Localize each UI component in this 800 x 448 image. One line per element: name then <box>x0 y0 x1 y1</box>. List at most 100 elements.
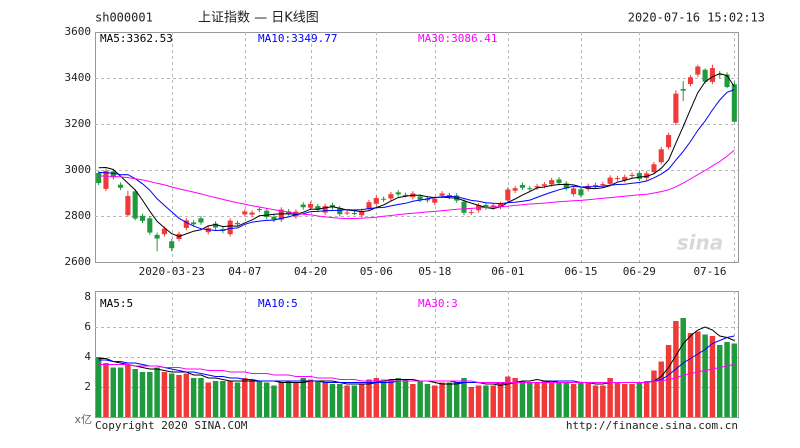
volume-bar <box>636 382 643 417</box>
volume-bar <box>256 381 263 417</box>
legend-label: MA30:3086.41 <box>418 32 497 45</box>
candle-body <box>658 149 664 163</box>
candle-body <box>468 211 474 213</box>
volume-bar <box>475 385 482 417</box>
candle-body <box>103 170 109 189</box>
volume-bar <box>176 375 182 417</box>
volume-bar <box>483 385 489 417</box>
watermark: sina <box>677 231 724 255</box>
candle-body <box>388 194 394 199</box>
candle-body <box>636 172 642 179</box>
x-tick-label: 05-18 <box>418 265 451 278</box>
y-tick-label: 3200 <box>65 117 92 130</box>
volume-bar <box>687 333 694 417</box>
candle-body <box>497 204 504 207</box>
volume-bar <box>307 379 314 417</box>
volume-bar <box>453 382 460 417</box>
candle-body <box>439 193 445 196</box>
volume-bar <box>351 385 358 417</box>
volume-bar <box>607 378 613 417</box>
volume-bar <box>446 382 453 417</box>
candle-body <box>125 195 131 216</box>
volume-bar <box>110 367 117 417</box>
candle-body <box>366 202 372 209</box>
symbol: sh000001 <box>95 11 153 25</box>
volume-bar <box>490 385 496 417</box>
volume-bar <box>293 382 299 417</box>
candle-body <box>147 218 153 233</box>
volume-bar <box>724 342 730 417</box>
volume-bar <box>300 378 306 417</box>
volume-bar <box>629 384 635 417</box>
candle-body <box>490 205 496 208</box>
y-tick-label: 2800 <box>65 209 92 222</box>
candle-body <box>607 177 613 184</box>
candle-body <box>227 220 233 235</box>
ma-line <box>98 335 735 385</box>
x-tick-label: 06-01 <box>491 265 524 278</box>
legend-label: MA10:5 <box>258 297 298 310</box>
volume-bar <box>380 379 387 417</box>
volume-bar <box>132 369 138 417</box>
candle-body <box>571 188 577 195</box>
candle-body <box>651 164 657 173</box>
volume-bar <box>716 345 723 417</box>
candle-body <box>329 204 336 208</box>
candle-body <box>249 212 255 215</box>
candle-body <box>585 185 591 190</box>
candle-body <box>315 206 321 210</box>
volume-bar <box>658 361 665 417</box>
legend-label: MA10:3349.77 <box>258 32 337 45</box>
volume-bar <box>592 385 599 417</box>
volume-bar <box>337 384 343 417</box>
volume-bar <box>117 367 124 417</box>
volume-bar <box>651 370 657 417</box>
volume-bar <box>548 381 555 417</box>
candle-body <box>110 171 116 178</box>
candle-body <box>461 201 467 213</box>
volume-bar <box>461 378 467 417</box>
candle-body <box>271 216 277 220</box>
volume-bar <box>227 381 233 417</box>
candle-body <box>395 192 401 195</box>
y-tick-label: 6 <box>84 320 91 333</box>
candle-body <box>592 184 599 187</box>
candle-body <box>373 198 379 204</box>
volume-bar <box>643 381 650 417</box>
candle-body <box>169 241 175 249</box>
volume-bar <box>168 373 175 417</box>
volume-bar <box>315 381 321 417</box>
volume-bar <box>329 384 336 417</box>
volume-bar <box>505 376 511 417</box>
volume-bar <box>395 378 401 417</box>
volume-bar <box>220 381 226 417</box>
volume-bar <box>497 384 504 417</box>
candle-body <box>534 186 540 188</box>
candle-body <box>307 204 314 208</box>
volume-bar <box>424 384 431 417</box>
candle-body <box>432 198 438 203</box>
volume-bar <box>285 381 292 417</box>
volume-bar <box>161 372 168 417</box>
volume-bar <box>439 382 445 417</box>
volume-bar <box>242 378 248 417</box>
candle-body <box>417 196 423 200</box>
volume-bar <box>614 382 621 417</box>
x-tick-label: 2020-03-23 <box>139 265 205 278</box>
candle-body <box>264 210 270 217</box>
volume-bar <box>534 382 540 417</box>
y-tick-label: 3400 <box>65 71 92 84</box>
volume-bar <box>402 379 409 417</box>
volume-bar <box>410 384 416 417</box>
candle-body <box>344 212 350 214</box>
y-tick-label: 3000 <box>65 163 92 176</box>
candle-body <box>96 172 102 184</box>
volume-bar <box>125 364 131 417</box>
volume-bar <box>512 378 518 417</box>
candle-body <box>629 174 635 176</box>
legend-label: MA5:5 <box>100 297 133 310</box>
candle-body <box>351 213 357 215</box>
volume-bar <box>147 372 153 417</box>
candle-body <box>161 228 167 235</box>
